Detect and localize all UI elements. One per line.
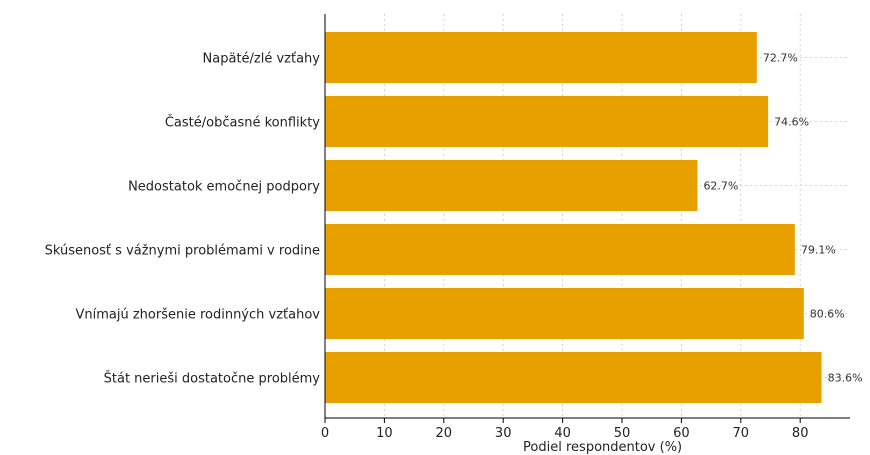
- category-label-4: Vnímajú zhoršenie rodinných vzťahov: [75, 308, 320, 323]
- x-tick-label-10: 10: [376, 426, 393, 441]
- category-label-2: Nedostatok emočnej podpory: [128, 180, 320, 195]
- x-ticks-group: 0 10 20 30 40 50 60 70 80: [321, 418, 809, 441]
- category-label-0: Napäté/zlé vzťahy: [203, 52, 321, 67]
- bar-3: [325, 224, 795, 275]
- x-tick-label-30: 30: [495, 426, 512, 441]
- grid-lines: [325, 14, 850, 418]
- bar-0: [325, 32, 757, 83]
- bar-1: [325, 96, 769, 147]
- x-tick-label-40: 40: [554, 426, 571, 441]
- bar-2: [325, 160, 698, 211]
- bar-5: [325, 352, 822, 403]
- value-label-1: 74.6%: [774, 116, 809, 129]
- value-label-0: 72.7%: [763, 52, 798, 65]
- category-label-5: Štát nerieši dostatočne problémy: [104, 371, 321, 387]
- value-label-4: 80.6%: [810, 308, 845, 321]
- value-label-2: 62.7%: [703, 180, 738, 193]
- category-label-3: Skúsenosť s vážnymi problémami v rodine: [45, 244, 320, 259]
- axes-group: [324, 14, 850, 419]
- value-label-5: 83.6%: [828, 372, 863, 385]
- x-tick-label-80: 80: [792, 426, 809, 441]
- category-label-1: Časté/občasné konflikty: [165, 115, 320, 131]
- x-tick-label-60: 60: [673, 426, 690, 441]
- x-tick-label-70: 70: [733, 426, 750, 441]
- x-axis-title: Podiel respondentov (%): [523, 440, 682, 455]
- x-tick-label-20: 20: [436, 426, 453, 441]
- value-label-3: 79.1%: [801, 244, 836, 257]
- bars-group: Napäté/zlé vzťahy 72.7% Časté/občasné konf…: [45, 32, 863, 403]
- x-tick-label-0: 0: [321, 426, 329, 441]
- bar-4: [325, 288, 804, 339]
- x-tick-label-50: 50: [614, 426, 631, 441]
